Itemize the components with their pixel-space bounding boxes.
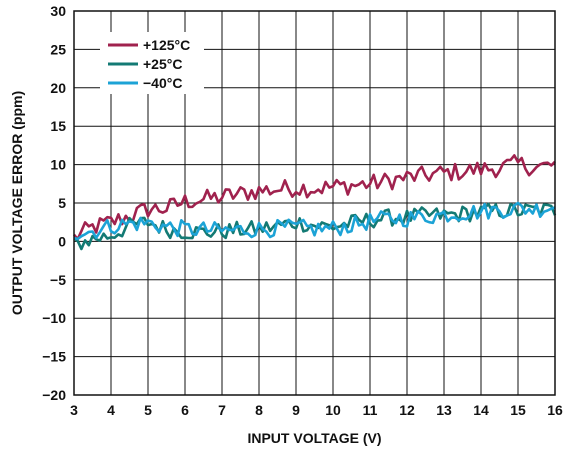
y-tick-label: 15 <box>50 118 66 134</box>
x-tick-label: 14 <box>473 402 489 418</box>
y-tick-label: −10 <box>42 310 66 326</box>
x-tick-label: 4 <box>107 402 115 418</box>
y-tick-label: 30 <box>50 3 66 19</box>
y-tick-label: −15 <box>42 349 66 365</box>
y-tick-label: 5 <box>58 195 66 211</box>
x-axis-label: INPUT VOLTAGE (V) <box>247 430 381 446</box>
x-tick-label: 5 <box>144 402 152 418</box>
plot-frame <box>73 10 556 396</box>
x-tick-label: 12 <box>399 402 415 418</box>
y-tick-labels: 30 25 20 15 10 5 0 −5 −10 −15 −20 <box>42 3 66 403</box>
x-tick-label: 13 <box>436 402 452 418</box>
series-lines <box>72 154 557 251</box>
series-line <box>73 201 556 241</box>
x-tick-label: 9 <box>292 402 300 418</box>
x-tick-labels: 3 4 5 6 7 8 9 10 11 12 13 14 15 16 <box>70 402 563 418</box>
x-tick-label: 10 <box>325 402 341 418</box>
x-tick-label: 3 <box>70 402 78 418</box>
legend-label: +125°C <box>143 37 190 53</box>
y-tick-label: 25 <box>50 41 66 57</box>
x-tick-label: 15 <box>510 402 526 418</box>
x-tick-label: 7 <box>218 402 226 418</box>
y-tick-label: −5 <box>50 272 66 288</box>
legend-label: +25°C <box>143 56 182 72</box>
x-tick-label: 11 <box>363 402 378 418</box>
y-tick-label: 0 <box>58 233 66 249</box>
legend-label: −40°C <box>143 75 182 91</box>
y-axis-label: OUTPUT VOLTAGE ERROR (ppm) <box>9 91 25 315</box>
y-tick-label: −20 <box>42 387 66 403</box>
legend: +125°C +25°C −40°C <box>100 32 204 94</box>
x-tick-label: 8 <box>255 402 263 418</box>
y-tick-label: 20 <box>50 80 66 96</box>
x-tick-label: 6 <box>181 402 189 418</box>
x-tick-label: 16 <box>547 402 563 418</box>
series-line <box>72 154 556 241</box>
y-tick-label: 10 <box>50 157 66 173</box>
